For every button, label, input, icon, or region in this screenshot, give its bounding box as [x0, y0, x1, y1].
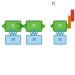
Text: $T_s$: $T_s$	[57, 22, 63, 30]
Text: $T_B$: $T_B$	[31, 36, 37, 44]
FancyBboxPatch shape	[54, 21, 66, 31]
Polygon shape	[2, 23, 6, 29]
Text: $T_s$: $T_s$	[31, 22, 37, 30]
Polygon shape	[50, 23, 55, 29]
Text: $T_B$: $T_B$	[10, 36, 16, 44]
FancyBboxPatch shape	[26, 21, 42, 31]
Polygon shape	[65, 23, 70, 29]
Text: $T_B$: $T_B$	[57, 36, 63, 44]
FancyBboxPatch shape	[5, 21, 21, 31]
Text: $T_s$: $T_s$	[10, 22, 16, 30]
FancyBboxPatch shape	[26, 35, 41, 44]
Text: b: b	[52, 1, 55, 6]
Polygon shape	[41, 23, 45, 29]
Polygon shape	[23, 23, 27, 29]
FancyBboxPatch shape	[5, 35, 20, 44]
FancyBboxPatch shape	[54, 35, 66, 44]
Polygon shape	[20, 23, 24, 29]
